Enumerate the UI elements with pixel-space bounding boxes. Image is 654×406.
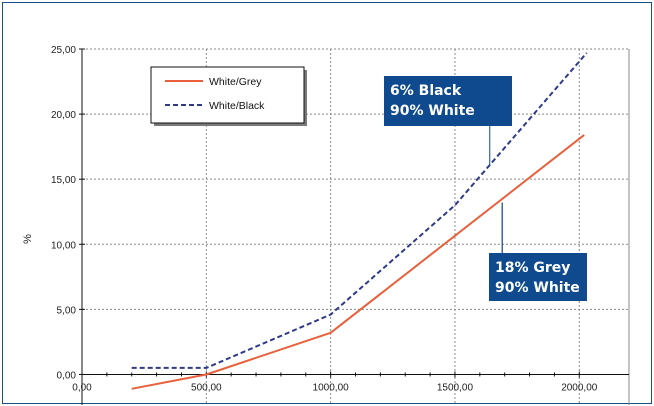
callout-text: 90% White [495, 280, 580, 296]
annotations: 6% Black 90% White 18% Grey 90% White [384, 76, 587, 301]
x-tick-label: 2000,00 [561, 382, 598, 393]
y-tick-label: 5,00 [57, 305, 77, 316]
legend: White/Grey White/Black [150, 66, 307, 126]
legend-label: White/Black [209, 100, 265, 112]
x-tick-label: 1500,00 [437, 382, 474, 393]
tick-labels: 0,00 500,00 1000,00 1500,00 2000,00 0,00 5,00 1… [51, 45, 598, 393]
callout-text: 90% White [390, 103, 475, 119]
x-tick-label: 0,00 [72, 382, 92, 393]
series-lines [131, 52, 588, 390]
y-tick-label: 15,00 [51, 175, 76, 186]
x-tick-label: 500,00 [191, 382, 222, 393]
y-tick-label: 10,00 [51, 240, 76, 251]
y-tick-label: 0,00 [57, 370, 77, 381]
callout-text: 6% Black [390, 83, 462, 99]
x-tick-label: 1000,00 [313, 382, 350, 393]
y-tick-label: 20,00 [51, 110, 76, 121]
line-chart: 0,00 500,00 1000,00 1500,00 2000,00 0,00 5,00 1… [22, 45, 630, 405]
y-axis-label: % [22, 234, 34, 244]
callout-box [384, 76, 512, 126]
callout-box [489, 253, 587, 301]
callout-text: 18% Grey [495, 260, 570, 276]
legend-box [150, 66, 305, 124]
series-line-white-grey [131, 134, 585, 390]
legend-label: White/Grey [209, 76, 262, 88]
series-line-white-black [131, 52, 588, 369]
y-tick-label: 25,00 [51, 45, 76, 56]
axes [79, 48, 629, 405]
